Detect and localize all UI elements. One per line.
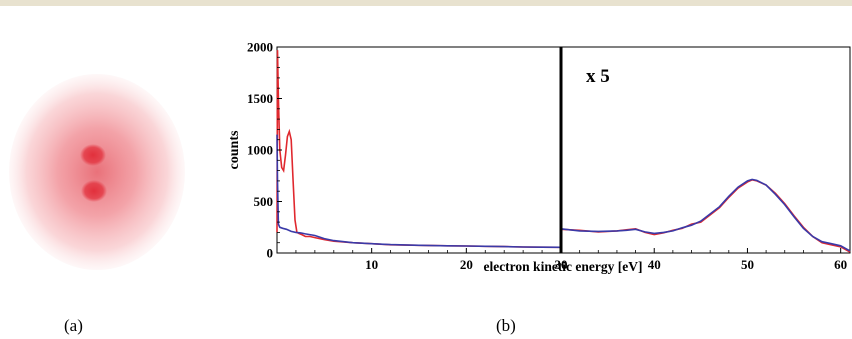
- x-tick-label: 20: [460, 257, 473, 272]
- y-tick-label: 0: [267, 246, 274, 261]
- left-plot-frame: [276, 46, 562, 254]
- y-axis-label: counts: [227, 130, 242, 169]
- series-red-left-line: [276, 50, 562, 249]
- x-tick-label: 30: [555, 257, 568, 272]
- x-axis-label: electron kinetic energy [eV]: [483, 259, 642, 274]
- detector-lobe-upper: [80, 144, 106, 166]
- detector-disc: [9, 74, 185, 270]
- y-tick-label: 1500: [247, 91, 273, 106]
- series-blue-right-line: [560, 178, 851, 252]
- series-red-right-line: [560, 179, 851, 253]
- ticks-group: 0 500 1000 1500 2000 10 20 30 40 50 60: [247, 40, 847, 273]
- x-tick-label: 50: [741, 257, 754, 272]
- detector-lobe-lower: [81, 180, 107, 202]
- panel-label-b: (b): [496, 316, 516, 335]
- y-tick-label: 2000: [247, 40, 273, 55]
- left-series-group: [276, 50, 562, 249]
- y-tick-label: 1000: [247, 143, 273, 158]
- series-blue-left-line: [276, 134, 562, 249]
- top-rule: [0, 0, 852, 6]
- right-series-group: [560, 178, 851, 253]
- y-tick-label: 500: [254, 194, 274, 209]
- x-tick-label: 10: [365, 257, 378, 272]
- x-tick-label: 40: [648, 257, 661, 272]
- scale-annotation: x 5: [586, 66, 610, 87]
- x-tick-label: 60: [834, 257, 847, 272]
- panel-label-a: (a): [64, 316, 83, 335]
